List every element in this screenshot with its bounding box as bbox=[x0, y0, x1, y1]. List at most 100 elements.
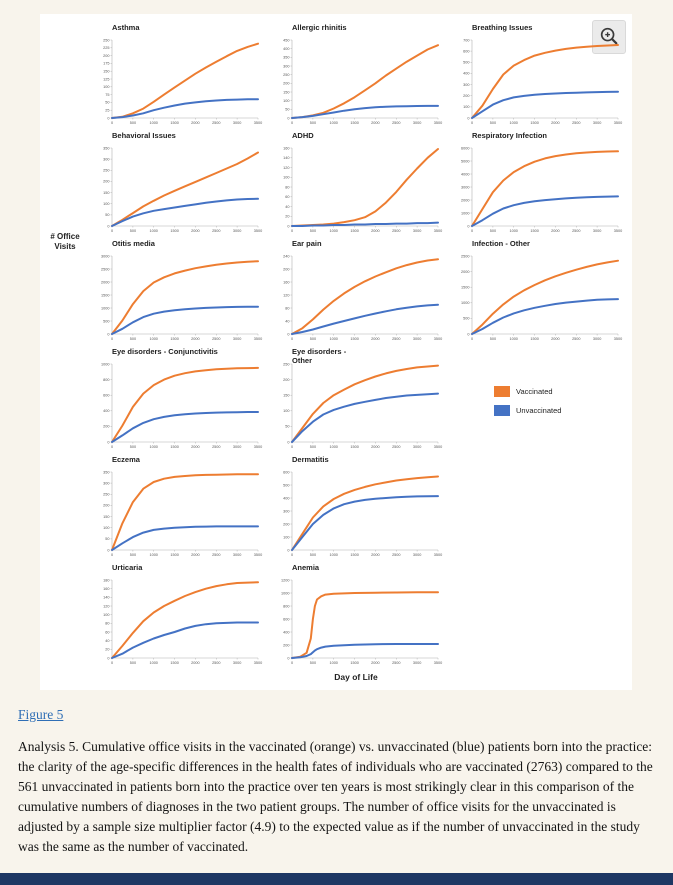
x-tick-label: 2500 bbox=[212, 229, 220, 233]
y-tick-label: 150 bbox=[103, 191, 109, 195]
x-tick-label: 3000 bbox=[413, 337, 421, 341]
y-tick-label: 120 bbox=[283, 293, 289, 297]
x-tick-label: 3000 bbox=[233, 553, 241, 557]
x-tick-label: 3500 bbox=[614, 229, 622, 233]
chart-title: Infection - Other bbox=[472, 239, 530, 248]
y-tick-label: 0 bbox=[287, 224, 289, 228]
chart-cell: Ear pain 0 40 80 120 160 200 240 0 500 1000 1500 200… bbox=[268, 239, 444, 346]
figure-link[interactable]: Figure 5 bbox=[18, 707, 64, 722]
y-tick-label: 400 bbox=[283, 630, 289, 634]
chart-title: Ear pain bbox=[292, 239, 322, 248]
y-tick-label: 200 bbox=[103, 54, 109, 58]
x-tick-label: 2000 bbox=[371, 121, 379, 125]
x-tick-label: 500 bbox=[130, 121, 136, 125]
y-tick-label: 350 bbox=[103, 470, 109, 474]
y-tick-label: 0 bbox=[107, 656, 109, 660]
chart-plot: 0 200 400 600 800 1000 0 500 1000 1500 2000 2500 300… bbox=[101, 362, 262, 449]
y-tick-label: 2000 bbox=[461, 270, 469, 274]
zoom-button[interactable] bbox=[592, 20, 626, 54]
x-tick-label: 1000 bbox=[329, 229, 337, 233]
x-tick-label: 2500 bbox=[392, 553, 400, 557]
y-tick-label: 350 bbox=[283, 56, 289, 60]
x-tick-label: 500 bbox=[310, 121, 316, 125]
chart-plot: 0 100 200 300 400 500 600 0 500 1000 1500 2000 2500 3… bbox=[283, 470, 442, 557]
y-tick-label: 1000 bbox=[461, 301, 469, 305]
x-tick-label: 500 bbox=[310, 445, 316, 449]
x-tick-label: 3000 bbox=[413, 445, 421, 449]
series-unvaccinated-line bbox=[291, 104, 439, 119]
x-tick-label: 0 bbox=[111, 337, 113, 341]
x-tick-label: 500 bbox=[310, 337, 316, 341]
x-tick-label: 500 bbox=[490, 229, 496, 233]
y-tick-label: 40 bbox=[285, 205, 289, 209]
x-tick-label: 1000 bbox=[329, 661, 337, 665]
y-tick-label: 150 bbox=[103, 70, 109, 74]
y-tick-label: 140 bbox=[283, 156, 289, 160]
x-tick-label: 500 bbox=[490, 121, 496, 125]
chart-cell: Respiratory Infection 0 1000 2000 3000 4000 50… bbox=[448, 131, 624, 238]
series-unvaccinated-line bbox=[111, 305, 259, 335]
chart-cell: Infection - Other 0 500 1000 1500 2000 2500 0 50… bbox=[448, 239, 624, 346]
y-tick-label: 6000 bbox=[461, 146, 469, 150]
y-tick-label: 40 bbox=[105, 639, 109, 643]
y-tick-label: 400 bbox=[283, 47, 289, 51]
x-tick-label: 1500 bbox=[530, 121, 538, 125]
x-tick-label: 0 bbox=[111, 121, 113, 125]
empty-cell bbox=[448, 456, 624, 562]
footer-bar bbox=[0, 873, 673, 885]
y-tick-label: 20 bbox=[105, 648, 109, 652]
y-tick-label: 1000 bbox=[101, 306, 109, 310]
y-tick-label: 5000 bbox=[461, 159, 469, 163]
y-tick-label: 500 bbox=[463, 61, 469, 65]
chart-cell: ADHD 0 20 40 60 80 100 120 140 160 0 500 1000 1500 200… bbox=[268, 131, 444, 238]
x-tick-label: 3500 bbox=[434, 337, 442, 341]
x-tick-label: 0 bbox=[291, 229, 293, 233]
y-tick-label: 20 bbox=[285, 215, 289, 219]
series-vaccinated-line bbox=[291, 475, 439, 551]
x-tick-label: 3000 bbox=[593, 229, 601, 233]
y-tick-label: 0 bbox=[107, 116, 109, 120]
y-tick-label: 25 bbox=[105, 109, 109, 113]
series-unvaccinated-line bbox=[471, 298, 619, 335]
y-tick-label: 200 bbox=[283, 267, 289, 271]
x-tick-label: 0 bbox=[471, 229, 473, 233]
y-tick-label: 250 bbox=[283, 362, 289, 366]
x-tick-label: 3500 bbox=[254, 661, 262, 665]
series-unvaccinated-line bbox=[291, 643, 439, 659]
legend-item: Vaccinated bbox=[494, 386, 624, 397]
chart-title: ADHD bbox=[292, 131, 314, 140]
y-tick-label: 50 bbox=[105, 537, 109, 541]
y-tick-label: 0 bbox=[287, 440, 289, 444]
y-tick-label: 0 bbox=[287, 656, 289, 660]
y-tick-label: 240 bbox=[283, 254, 289, 258]
x-tick-label: 2500 bbox=[212, 337, 220, 341]
chart-title: Anemia bbox=[292, 563, 320, 572]
y-tick-label: 200 bbox=[103, 180, 109, 184]
y-tick-label: 3000 bbox=[101, 254, 109, 258]
y-tick-label: 0 bbox=[107, 224, 109, 228]
x-tick-label: 2500 bbox=[212, 445, 220, 449]
x-tick-label: 2000 bbox=[371, 445, 379, 449]
y-tick-label: 0 bbox=[107, 332, 109, 336]
series-vaccinated-line bbox=[291, 148, 439, 227]
x-tick-label: 500 bbox=[310, 229, 316, 233]
x-tick-label: 1500 bbox=[170, 121, 178, 125]
x-tick-label: 1000 bbox=[149, 445, 157, 449]
x-tick-label: 1500 bbox=[170, 337, 178, 341]
y-tick-label: 50 bbox=[105, 213, 109, 217]
x-tick-label: 0 bbox=[471, 337, 473, 341]
y-tick-label: 125 bbox=[103, 77, 109, 81]
y-tick-label: 50 bbox=[105, 101, 109, 105]
series-unvaccinated-line bbox=[291, 221, 439, 227]
legend-label: Vaccinated bbox=[516, 387, 553, 396]
y-tick-label: 80 bbox=[105, 622, 109, 626]
series-unvaccinated-line bbox=[471, 195, 619, 227]
x-tick-label: 1500 bbox=[350, 661, 358, 665]
y-tick-label: 100 bbox=[463, 105, 469, 109]
series-vaccinated-line bbox=[111, 581, 259, 659]
y-tick-label: 800 bbox=[103, 378, 109, 382]
x-tick-label: 1000 bbox=[329, 337, 337, 341]
chart-cell: Eczema 0 50 100 150 200 250 300 350 0 500 1000 1500 2… bbox=[88, 455, 264, 562]
